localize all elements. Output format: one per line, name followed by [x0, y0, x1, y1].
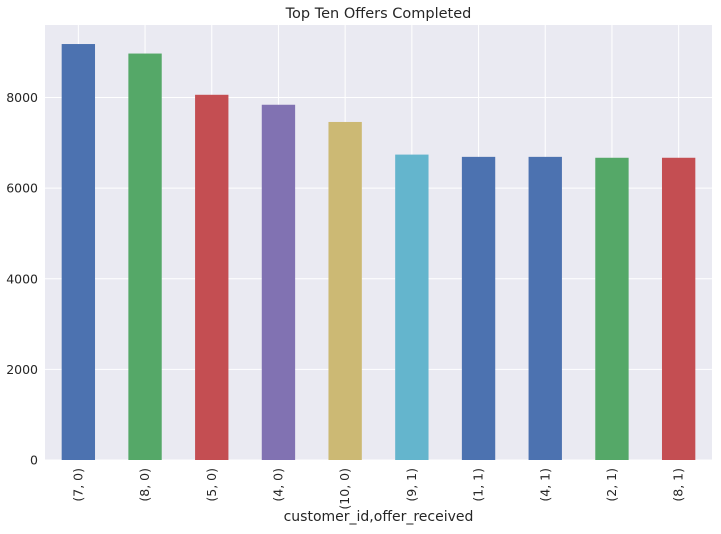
bar — [128, 53, 162, 460]
x-tick-label: (8, 1) — [671, 468, 686, 502]
bar — [61, 44, 96, 460]
x-tick-label: (4, 0) — [270, 468, 285, 502]
chart-title: Top Ten Offers Completed — [285, 6, 472, 22]
y-tick-label: 4000 — [6, 271, 38, 286]
x-tick-label: (8, 0) — [137, 468, 152, 502]
bar — [461, 156, 496, 460]
x-tick-label: (2, 1) — [604, 468, 619, 502]
y-tick-label: 2000 — [6, 362, 38, 377]
x-tick-label: (5, 0) — [204, 468, 219, 502]
x-tick-label: (4, 1) — [537, 468, 552, 502]
bar — [595, 157, 629, 460]
x-axis-label: customer_id,offer_received — [284, 509, 474, 525]
y-axis-ticks: 0 2000 4000 6000 8000 — [6, 90, 38, 468]
bars — [61, 44, 696, 460]
x-tick-label: (7, 0) — [70, 468, 85, 502]
bar — [328, 121, 362, 460]
x-tick-label: (10, 0) — [337, 468, 352, 510]
bar — [261, 104, 296, 460]
bar — [395, 154, 429, 460]
bar — [528, 156, 562, 460]
bar — [661, 157, 696, 460]
x-tick-label: (9, 1) — [404, 468, 419, 502]
x-tick-label: (1, 1) — [471, 468, 486, 502]
y-tick-label: 6000 — [6, 181, 38, 196]
x-axis-ticks: (7, 0) (8, 0) (5, 0) (4, 0) (10, 0) (9, 1) (1,… — [70, 468, 685, 510]
y-tick-label: 0 — [30, 453, 38, 468]
y-tick-label: 8000 — [6, 90, 38, 105]
bar — [195, 94, 229, 460]
